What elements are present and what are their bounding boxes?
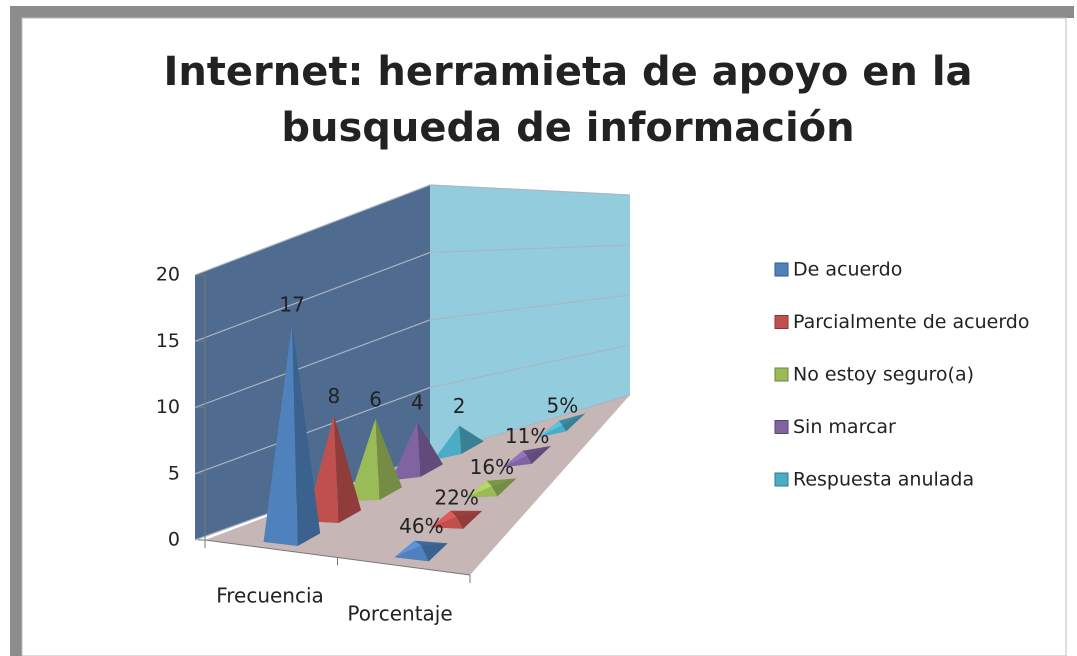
pyramid-face — [421, 543, 448, 562]
legend-label: No estoy seguro(a) — [793, 364, 974, 386]
legend-swatch — [774, 472, 789, 487]
data-label: 17 — [279, 293, 304, 317]
pyramid — [348, 418, 402, 501]
pyramid-face — [333, 415, 362, 523]
pyramid — [263, 324, 321, 546]
pyramid-face — [466, 486, 498, 498]
legend-label: De acuerdo — [793, 259, 902, 281]
pyramid — [434, 425, 484, 460]
pyramid-face — [394, 540, 422, 558]
pyramid-face — [491, 478, 517, 497]
x-tick-label: Porcentaje — [347, 602, 452, 626]
pyramid-face — [456, 510, 482, 529]
pyramid — [391, 422, 443, 481]
data-label: 11% — [505, 424, 549, 448]
y-tick-label: 20 — [156, 264, 180, 286]
pyramid-face — [430, 516, 464, 529]
pyramid — [430, 510, 482, 529]
data-label: 6 — [369, 387, 382, 411]
legend-label: Sin marcar — [793, 416, 896, 438]
grid-line — [194, 244, 631, 342]
pyramid-face — [375, 418, 402, 500]
data-label: 2 — [453, 394, 466, 418]
y-tick-label: 15 — [156, 330, 180, 352]
legend-label: Parcialmente de acuerdo — [793, 311, 1029, 333]
grid-line — [194, 294, 631, 409]
y-tick-label: 10 — [156, 396, 180, 418]
grid-line — [194, 344, 631, 475]
pyramid-face — [417, 422, 443, 477]
pyramid-face — [562, 413, 586, 432]
pyramid-face — [539, 420, 563, 438]
legend-label: Respuesta anulada — [793, 469, 974, 491]
back-wall — [430, 185, 630, 455]
pyramid-face — [292, 324, 321, 546]
pyramid — [539, 413, 586, 438]
y-tick-label: 0 — [168, 529, 180, 551]
frame-top — [10, 6, 1074, 18]
legend-swatch — [774, 262, 789, 277]
grid-line — [194, 184, 631, 276]
data-label: 4 — [411, 391, 424, 415]
pyramid-face — [502, 455, 532, 468]
data-label: 5% — [547, 394, 579, 418]
pyramid-face — [502, 450, 528, 468]
frame-left — [10, 6, 22, 656]
legend-swatch — [774, 315, 789, 329]
pyramid — [502, 445, 551, 468]
pyramid — [466, 478, 517, 498]
data-label: 8 — [328, 384, 341, 408]
pyramid — [394, 540, 448, 562]
pyramid-face — [394, 545, 429, 562]
chart-title: Internet: herramieta de apoyo en la — [163, 49, 972, 95]
data-label: 46% — [399, 514, 443, 538]
pyramid-face — [263, 324, 298, 546]
chart-title: busqueda de información — [281, 105, 854, 151]
pyramid-face — [459, 425, 484, 454]
data-label: 22% — [434, 485, 478, 509]
pyramid-face — [527, 445, 551, 464]
pyramid-face — [430, 510, 457, 528]
pyramid-face — [434, 425, 462, 460]
pyramid-face — [348, 418, 380, 501]
pyramid-face — [539, 425, 567, 438]
legend-swatch — [774, 420, 789, 434]
data-label: 16% — [470, 455, 514, 479]
y-tick-label: 5 — [168, 462, 180, 484]
legend-swatch — [774, 367, 789, 382]
pyramid-face — [466, 480, 492, 498]
pyramid-face — [391, 422, 421, 481]
x-tick-label: Frecuencia — [216, 584, 324, 608]
